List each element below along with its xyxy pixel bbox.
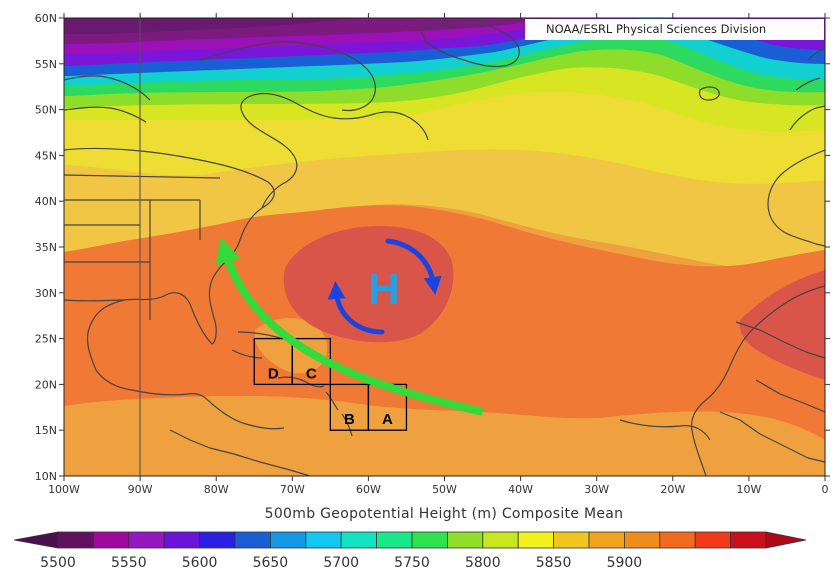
colorbar-label: 5850: [536, 555, 572, 571]
colorbar-swatch: [588, 531, 625, 549]
lon-tick-label: 100W: [48, 483, 80, 496]
lat-tick-label: 10N: [35, 470, 57, 483]
lon-tick-label: 50W: [432, 483, 457, 496]
colorbar-labels: 5500 5550 5600 5650 5700 5750 5800 5850 5900: [40, 555, 642, 571]
colorbar-label: 5700: [323, 555, 359, 571]
longitude-ticks: 100W 90W 80W 70W 60W 50W 40W 30W 20W 10W 0: [48, 13, 829, 496]
lat-tick-label: 25N: [35, 333, 57, 346]
colorbar-swatch: [163, 531, 200, 549]
map-caption: 500mb Geopotential Height (m) Composite …: [265, 506, 624, 522]
colorbar-high-arrow: [765, 531, 807, 549]
lon-tick-label: 80W: [204, 483, 229, 496]
credit-text: NOAA/ESRL Physical Sciences Division: [546, 22, 766, 36]
lat-tick-label: 55N: [35, 58, 57, 71]
lat-tick-label: 40N: [35, 195, 57, 208]
region-box-b: [329, 383, 370, 431]
credit-box: NOAA/ESRL Physical Sciences Division: [525, 19, 824, 40]
colorbar-swatch: [446, 531, 484, 549]
lon-tick-label: 90W: [128, 483, 153, 496]
colorbar-swatch: [199, 531, 236, 549]
region-box-labels: A B C D: [268, 365, 393, 428]
circulation-arrow-left: [327, 281, 385, 335]
colorbar-swatch: [128, 531, 165, 549]
storm-track-arrow: [215, 237, 484, 416]
lon-tick-label: 70W: [280, 483, 305, 496]
colorbar-swatch: [694, 531, 732, 549]
colorbar-label: 5600: [182, 555, 218, 571]
colorbar-swatch: [730, 531, 767, 549]
lat-tick-label: 15N: [35, 424, 57, 437]
colorbar-swatch: [57, 531, 94, 549]
lon-tick-label: 10W: [736, 483, 761, 496]
colorbar-swatch: [482, 531, 519, 549]
colorbar-swatch: [269, 531, 307, 549]
lat-tick-label: 60N: [35, 12, 57, 25]
lon-tick-label: 60W: [356, 483, 381, 496]
lat-tick-label: 30N: [35, 287, 57, 300]
colorbar-label: 5800: [465, 555, 501, 571]
region-box-d: [253, 337, 293, 386]
colorbar-swatch: [234, 531, 271, 549]
lon-tick-label: 20W: [660, 483, 685, 496]
colorbar-swatch: [517, 531, 555, 549]
lon-tick-label: 0: [822, 483, 829, 496]
colorbar-swatch: [553, 531, 590, 549]
colorbar-label: 5750: [394, 555, 430, 571]
colorbar-label: 5900: [607, 555, 643, 571]
colorbar-swatch: [624, 531, 661, 549]
colorbar-swatch: [305, 531, 342, 549]
colorbar-swatch: [659, 531, 696, 549]
lat-tick-label: 20N: [35, 378, 57, 391]
lat-tick-label: 50N: [35, 104, 57, 117]
colorbar-label: 5550: [111, 555, 147, 571]
colorbar-label: 5500: [40, 555, 76, 571]
lat-tick-label: 35N: [35, 241, 57, 254]
region-box-label: D: [268, 365, 279, 382]
region-box-label: A: [382, 411, 393, 428]
circulation-arrow-right: [385, 238, 442, 295]
lat-tick-label: 45N: [35, 149, 57, 162]
colorbar-swatch: [340, 531, 378, 549]
colorbar-low-arrow: [13, 531, 59, 549]
region-box-label: C: [306, 365, 317, 382]
region-box-label: B: [344, 411, 355, 428]
colorbar: [13, 531, 807, 549]
colorbar-swatch: [376, 531, 413, 549]
lon-tick-label: 30W: [584, 483, 609, 496]
high-pressure-label: H: [368, 265, 400, 314]
latitude-ticks: 60N 55N 50N 45N 40N 35N 30N 25N 20N 15N 10N: [35, 12, 830, 483]
colorbar-swatch: [93, 531, 130, 549]
anticyclone-circulation: [327, 238, 442, 335]
colorbar-swatch: [411, 531, 448, 549]
lon-tick-label: 40W: [508, 483, 533, 496]
colorbar-label: 5650: [253, 555, 289, 571]
